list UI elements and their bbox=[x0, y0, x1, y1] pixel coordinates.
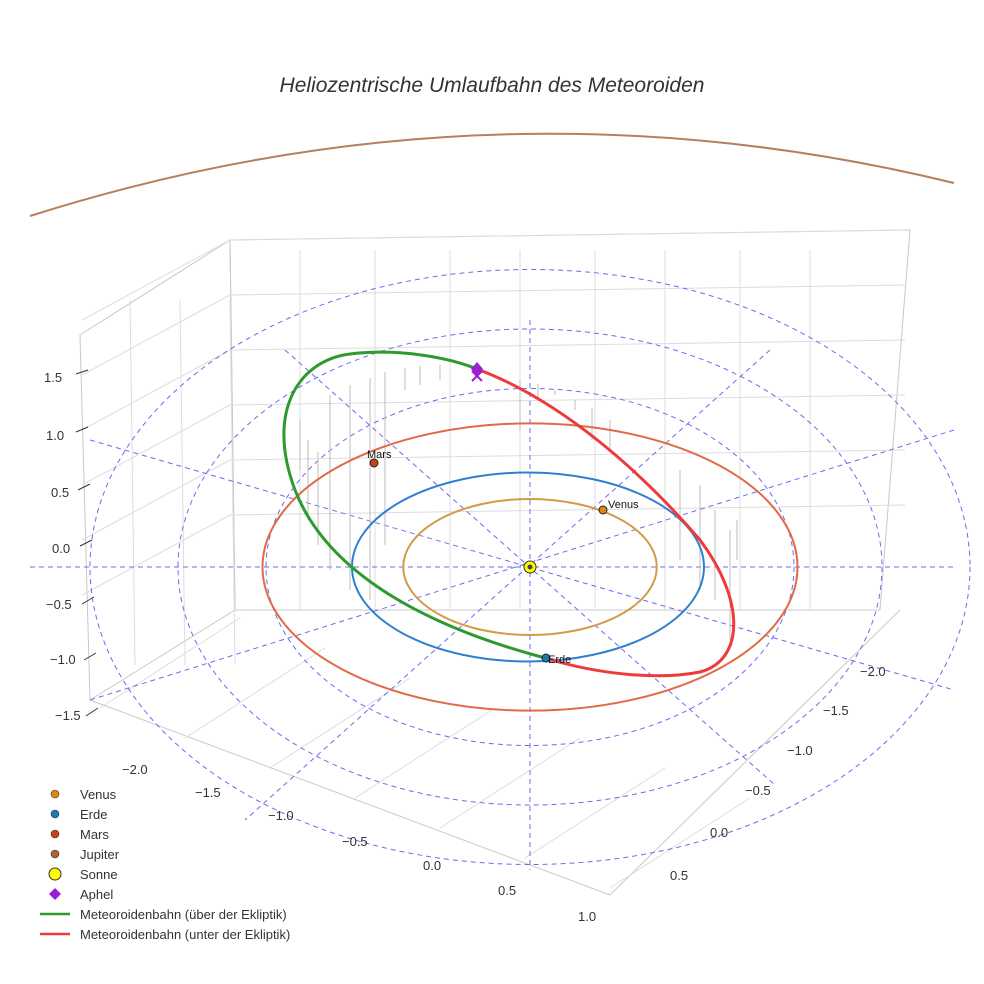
legend-item[interactable]: Erde bbox=[36, 804, 290, 824]
legend-item[interactable]: Mars bbox=[36, 824, 290, 844]
x-tick: −1.0 bbox=[268, 808, 294, 823]
grid-line bbox=[81, 239, 231, 321]
legend-label: Erde bbox=[80, 806, 108, 822]
grid-line bbox=[184, 647, 326, 739]
reference-axis bbox=[244, 349, 771, 821]
y-tick: 0.0 bbox=[710, 825, 728, 840]
legend-item[interactable]: Venus bbox=[36, 784, 290, 804]
grid-line bbox=[99, 617, 241, 709]
legend-item[interactable]: Sonne bbox=[36, 864, 290, 884]
grid-line bbox=[81, 294, 231, 376]
grid-lines bbox=[81, 229, 906, 889]
ecliptic-reference bbox=[30, 269, 971, 870]
z-tick: 1.0 bbox=[46, 428, 64, 443]
reference-circle bbox=[89, 269, 971, 865]
legend-swatch bbox=[36, 844, 74, 864]
meteoroid-path-below[interactable] bbox=[476, 367, 736, 678]
z-tick-marks bbox=[75, 369, 99, 717]
reference-circle bbox=[177, 328, 883, 806]
grid-line bbox=[81, 349, 231, 431]
planet-mars[interactable] bbox=[369, 458, 379, 468]
grid-line bbox=[229, 284, 906, 296]
legend-label: Sonne bbox=[80, 866, 118, 882]
x-tick: −0.5 bbox=[342, 834, 368, 849]
y-tick: −1.0 bbox=[787, 743, 813, 758]
legend: Venus Erde Mars Jupiter Sonne Aphel Mete… bbox=[36, 784, 290, 944]
grid-line bbox=[129, 299, 136, 666]
grid-line bbox=[439, 737, 581, 829]
z-tick: 1.5 bbox=[44, 370, 62, 385]
grid-line bbox=[229, 339, 906, 351]
planet-mars-label: Mars bbox=[367, 449, 392, 461]
chart-title: Heliozentrische Umlaufbahn des Meteoroid… bbox=[279, 74, 705, 97]
planet-earth-label: Erde bbox=[548, 654, 571, 666]
x-tick: 1.0 bbox=[578, 909, 596, 924]
z-tick: −1.0 bbox=[50, 652, 76, 667]
legend-swatch bbox=[36, 804, 74, 824]
x-tick: −1.5 bbox=[195, 785, 221, 800]
legend-swatch bbox=[36, 824, 74, 844]
planet-earth[interactable] bbox=[541, 653, 551, 663]
legend-swatch bbox=[36, 924, 74, 944]
grid-line bbox=[81, 514, 231, 596]
legend-label: Venus bbox=[80, 786, 117, 802]
legend-label: Mars bbox=[80, 826, 109, 842]
legend-label: Aphel bbox=[80, 886, 114, 902]
x-tick: 0.0 bbox=[423, 858, 441, 873]
legend-item[interactable]: Aphel bbox=[36, 884, 290, 904]
grid-line bbox=[229, 504, 906, 516]
legend-swatch bbox=[36, 904, 74, 924]
aphel-marker[interactable] bbox=[471, 362, 483, 376]
floor-front-right bbox=[609, 609, 901, 896]
meteoroid-path-above[interactable] bbox=[282, 350, 546, 660]
legend-swatch bbox=[36, 884, 74, 904]
grid-line bbox=[229, 299, 236, 666]
planet-venus-label: Venus bbox=[608, 499, 639, 511]
orbit-mars bbox=[261, 422, 799, 712]
y-axis-ticks: −2.0 −1.5 −1.0 −0.5 0.0 0.5 bbox=[670, 664, 886, 883]
legend-label: Meteoroidenbahn (unter der Ekliptik) bbox=[80, 926, 291, 942]
grid-line bbox=[524, 767, 666, 859]
reference-circle bbox=[265, 388, 795, 746]
legend-label: Meteoroidenbahn (über der Ekliptik) bbox=[80, 906, 287, 922]
grid-line bbox=[354, 707, 496, 799]
legend-item[interactable]: Jupiter bbox=[36, 844, 290, 864]
y-tick: 0.5 bbox=[670, 868, 688, 883]
z-tick: −0.5 bbox=[46, 597, 72, 612]
z-tick: −1.5 bbox=[55, 708, 81, 723]
x-axis-ticks: −2.0 −1.5 −1.0 −0.5 0.0 0.5 1.0 bbox=[122, 762, 596, 924]
reference-axis bbox=[89, 429, 955, 701]
legend-swatch bbox=[36, 864, 74, 884]
grid-line bbox=[609, 797, 751, 889]
legend-swatch bbox=[36, 784, 74, 804]
x-tick: −2.0 bbox=[122, 762, 148, 777]
legend-label: Jupiter bbox=[80, 846, 120, 862]
z-tick: 0.5 bbox=[51, 485, 69, 500]
z-tick: 0.0 bbox=[52, 541, 70, 556]
grid-line bbox=[81, 404, 231, 486]
y-tick: −1.5 bbox=[823, 703, 849, 718]
grid-line bbox=[229, 449, 906, 461]
orbit-jupiter bbox=[29, 132, 955, 217]
y-tick: −2.0 bbox=[860, 664, 886, 679]
legend-item[interactable]: Meteoroidenbahn (über der Ekliptik) bbox=[36, 904, 290, 924]
aphel-projection-marker[interactable] bbox=[471, 370, 483, 382]
grid-line bbox=[229, 394, 906, 406]
reference-axis bbox=[89, 439, 955, 691]
z-axis-ticks: 1.5 1.0 0.5 0.0 −0.5 −1.0 −1.5 bbox=[44, 370, 81, 723]
orbit-venus bbox=[402, 497, 658, 637]
x-tick: 0.5 bbox=[498, 883, 516, 898]
y-tick: −0.5 bbox=[745, 783, 771, 798]
sun[interactable] bbox=[523, 560, 537, 574]
planet-orbits bbox=[29, 132, 955, 712]
floor-front-left bbox=[89, 699, 611, 896]
droplines bbox=[299, 365, 738, 640]
legend-item[interactable]: Meteoroidenbahn (unter der Ekliptik) bbox=[36, 924, 290, 944]
grid-line bbox=[179, 299, 186, 666]
planet-venus[interactable] bbox=[598, 505, 608, 515]
grid-line bbox=[229, 229, 906, 241]
